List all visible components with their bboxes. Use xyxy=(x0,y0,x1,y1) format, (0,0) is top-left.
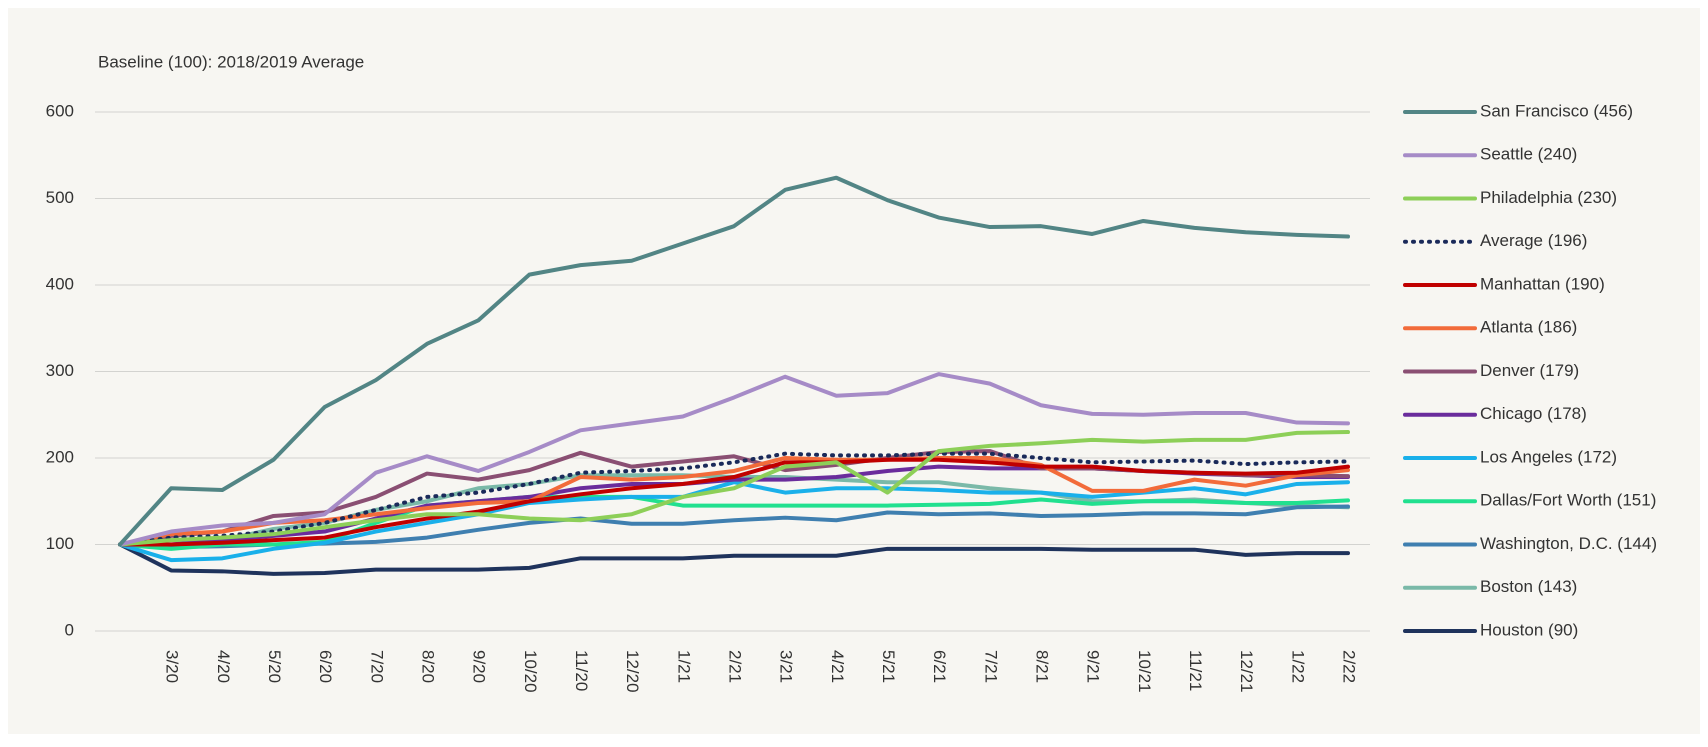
series-line xyxy=(118,175,1350,547)
x-tick-label: 7/21 xyxy=(981,650,1000,683)
y-tick-label: 0 xyxy=(65,620,74,639)
x-tick-label: 1/22 xyxy=(1288,650,1307,683)
legend-label: Houston (90) xyxy=(1480,620,1578,639)
x-tick-label: 6/20 xyxy=(316,650,335,683)
y-tick-label: 300 xyxy=(46,361,74,380)
x-tick-label: 5/21 xyxy=(879,650,898,683)
x-tick-label: 8/20 xyxy=(419,650,438,683)
series-line xyxy=(118,430,1350,547)
y-tick-label: 600 xyxy=(46,101,74,120)
legend-label: Dallas/Fort Worth (151) xyxy=(1480,491,1656,510)
x-tick-label: 4/21 xyxy=(828,650,847,683)
legend-label: Washington, D.C. (144) xyxy=(1480,534,1657,553)
x-tick-label: 10/20 xyxy=(521,650,540,693)
y-tick-label: 200 xyxy=(46,447,74,466)
y-tick-label: 100 xyxy=(46,534,74,553)
x-tick-label: 9/21 xyxy=(1084,650,1103,683)
legend-label: Chicago (178) xyxy=(1480,404,1587,423)
x-tick-label: 12/20 xyxy=(623,650,642,693)
x-tick-label: 9/20 xyxy=(470,650,489,683)
series-line xyxy=(118,542,1350,576)
legend-label: Seattle (240) xyxy=(1480,145,1577,164)
legend-label: Boston (143) xyxy=(1480,577,1577,596)
legend-label: Philadelphia (230) xyxy=(1480,188,1617,207)
x-tick-label: 3/21 xyxy=(777,650,796,683)
legend-label: Los Angeles (172) xyxy=(1480,447,1617,466)
x-tick-label: 5/20 xyxy=(265,650,284,683)
series-line xyxy=(118,451,1350,547)
x-tick-label: 11/20 xyxy=(572,650,591,691)
legend-label: Manhattan (190) xyxy=(1480,274,1605,293)
series-line xyxy=(118,456,1350,547)
series-line xyxy=(118,457,1350,547)
x-tick-label: 1/21 xyxy=(674,650,693,683)
x-tick-label: 10/21 xyxy=(1135,650,1154,693)
legend-label: Denver (179) xyxy=(1480,361,1579,380)
legend-label: Average (196) xyxy=(1480,231,1587,250)
y-tick-label: 400 xyxy=(46,274,74,293)
x-tick-label: 12/21 xyxy=(1237,650,1256,693)
legend-label: Atlanta (186) xyxy=(1480,318,1577,337)
x-tick-label: 4/20 xyxy=(214,650,233,683)
x-tick-label: 8/21 xyxy=(1033,650,1052,683)
legend-label: San Francisco (456) xyxy=(1480,101,1633,120)
x-tick-label: 2/22 xyxy=(1340,650,1359,683)
series-line xyxy=(118,372,1350,547)
x-tick-label: 7/20 xyxy=(367,650,386,683)
x-tick-label: 2/21 xyxy=(726,650,745,683)
chart-subtitle: Baseline (100): 2018/2019 Average xyxy=(98,52,364,71)
x-tick-label: 11/21 xyxy=(1186,650,1205,691)
x-tick-label: 6/21 xyxy=(930,650,949,683)
x-tick-label: 3/20 xyxy=(163,650,182,683)
y-tick-label: 500 xyxy=(46,188,74,207)
